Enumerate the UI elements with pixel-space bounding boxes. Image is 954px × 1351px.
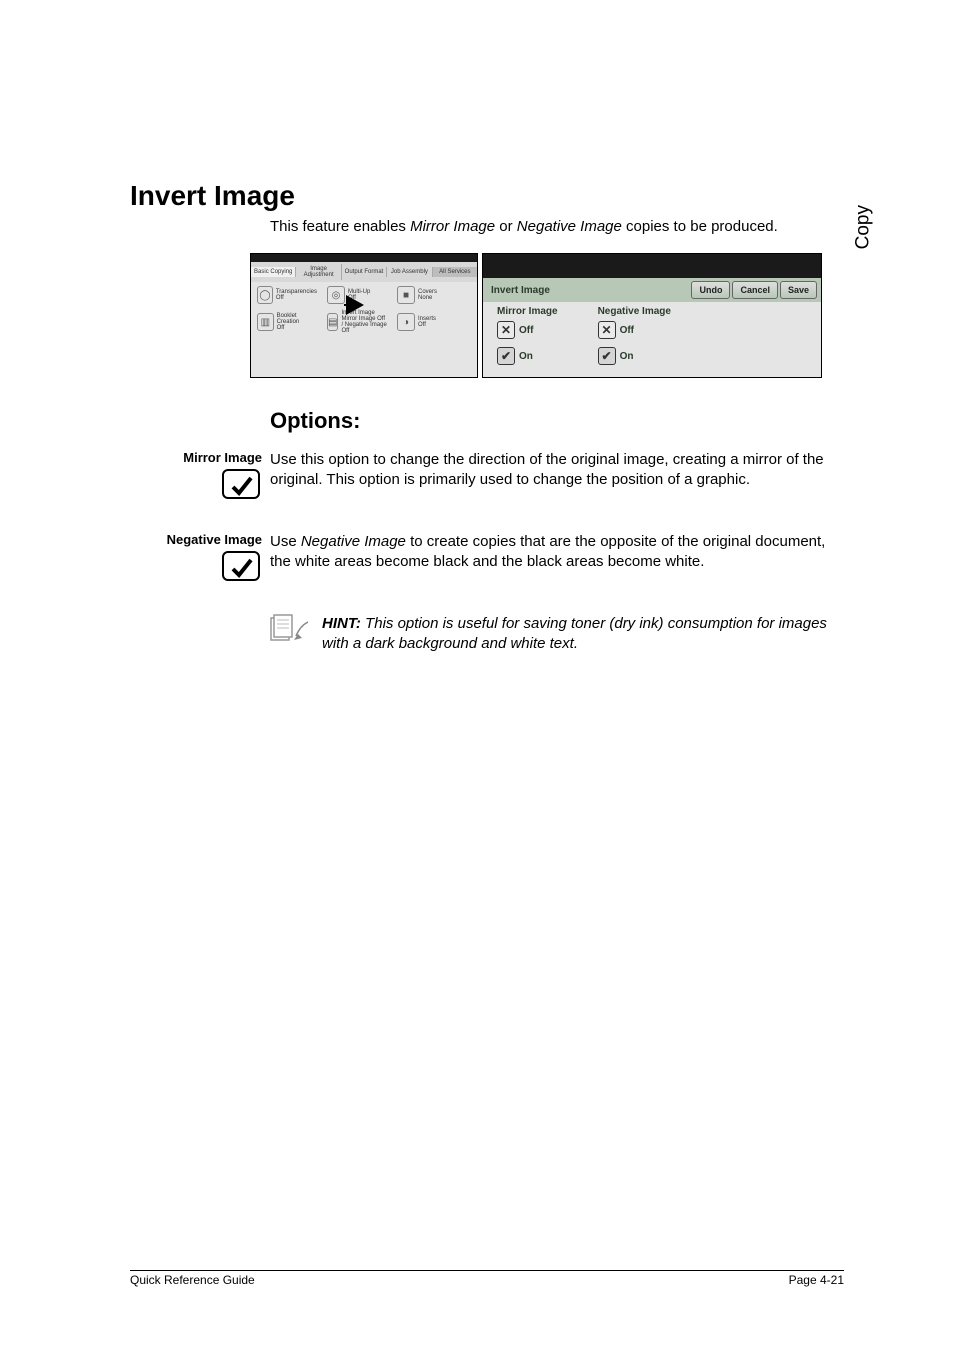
tab: Image Adjustment	[296, 264, 341, 280]
hint-label: HINT:	[322, 615, 361, 632]
off-label: Off	[519, 325, 533, 336]
intro-part: This feature enables	[270, 218, 410, 235]
mirror-column-title: Mirror Image	[497, 306, 558, 317]
item-sub: Off	[277, 325, 317, 331]
intro-em1: Mirror Image	[410, 218, 495, 235]
checkbox-icon	[222, 469, 260, 499]
mirror-on-option: ✔ On	[497, 347, 558, 365]
tab: Basic Copying	[251, 267, 296, 277]
negative-option-row: Negative Image Use Negative Image to cre…	[130, 532, 844, 586]
negative-option-left: Negative Image	[130, 532, 270, 586]
hint-body: This option is useful for saving toner (…	[322, 615, 827, 652]
item-icon: ■	[397, 286, 415, 304]
left-dialog-tabs: Basic Copying Image Adjustment Output Fo…	[251, 262, 477, 282]
item-sub: Off	[276, 295, 317, 301]
save-button: Save	[780, 281, 817, 299]
right-dialog-title: Invert Image	[491, 285, 550, 296]
item-title: Booklet Creation	[277, 313, 317, 325]
item-sub: Off	[418, 322, 436, 328]
on-label: On	[620, 351, 634, 362]
right-dialog-body: Mirror Image ✕ Off ✔ On Negative Image ✕ Of…	[483, 302, 821, 381]
negative-label: Negative Image	[130, 532, 262, 547]
negative-column-title: Negative Image	[598, 306, 671, 317]
item-icon: ▥	[257, 313, 274, 331]
footer-right: Page 4-21	[789, 1273, 844, 1287]
page-title: Invert Image	[130, 180, 844, 212]
intro-part: or	[495, 218, 517, 235]
negative-description: Use Negative Image to create copies that…	[270, 532, 844, 586]
options-heading: Options:	[270, 408, 844, 434]
intro-text: This feature enables Mirror Image or Neg…	[270, 218, 844, 235]
arrow-icon	[344, 293, 370, 319]
intro-part: copies to be produced.	[622, 218, 778, 235]
mirror-option-left: Mirror Image	[130, 450, 270, 504]
intro-em2: Negative Image	[517, 218, 622, 235]
mirror-label: Mirror Image	[130, 450, 262, 465]
left-item: ■CoversNone	[397, 286, 457, 304]
right-dialog-topbar	[483, 254, 821, 278]
item-icon: ▤	[327, 313, 338, 331]
x-icon: ✕	[497, 321, 515, 339]
check-icon: ✔	[598, 347, 616, 365]
checkbox-icon	[222, 551, 260, 581]
screenshot-row: Basic Copying Image Adjustment Output Fo…	[250, 253, 844, 378]
negative-column: Negative Image ✕ Off ✔ On	[598, 306, 671, 373]
undo-button: Undo	[691, 281, 730, 299]
right-dialog: Invert Image Undo Cancel Save Mirror Ima…	[482, 253, 822, 378]
hint-row: HINT: This option is useful for saving t…	[270, 614, 844, 655]
page: Invert Image This feature enables Mirror…	[0, 0, 954, 1351]
check-icon: ✔	[497, 347, 515, 365]
off-label: Off	[620, 325, 634, 336]
tab: All Services	[433, 267, 477, 277]
mirror-off-option: ✕ Off	[497, 321, 558, 339]
on-label: On	[519, 351, 533, 362]
hint-icon	[270, 614, 312, 644]
tab: Job Assembly	[387, 267, 432, 277]
left-item: ◯TransparenciesOff	[257, 286, 317, 304]
left-item: ◑InsertsOff	[397, 310, 457, 334]
mirror-description: Use this option to change the direction …	[270, 450, 844, 504]
neg-em: Negative Image	[301, 533, 406, 550]
neg-part: Use	[270, 533, 301, 550]
hint-text: HINT: This option is useful for saving t…	[322, 614, 844, 655]
item-icon: ◯	[257, 286, 273, 304]
x-icon: ✕	[598, 321, 616, 339]
tab: Output Format	[342, 267, 387, 277]
item-sub: None	[418, 295, 437, 301]
right-dialog-header: Invert Image Undo Cancel Save	[483, 278, 821, 302]
right-dialog-buttons: Undo Cancel Save	[691, 281, 817, 299]
left-item: ▥Booklet CreationOff	[257, 310, 317, 334]
footer: Quick Reference Guide Page 4-21	[130, 1270, 844, 1287]
negative-off-option: ✕ Off	[598, 321, 671, 339]
mirror-option-row: Mirror Image Use this option to change t…	[130, 450, 844, 504]
negative-on-option: ✔ On	[598, 347, 671, 365]
mirror-column: Mirror Image ✕ Off ✔ On	[497, 306, 558, 373]
item-icon: ◑	[397, 313, 415, 331]
item-icon: ◎	[327, 286, 345, 304]
left-dialog-topbar	[251, 254, 477, 262]
cancel-button: Cancel	[732, 281, 778, 299]
footer-left: Quick Reference Guide	[130, 1273, 255, 1287]
